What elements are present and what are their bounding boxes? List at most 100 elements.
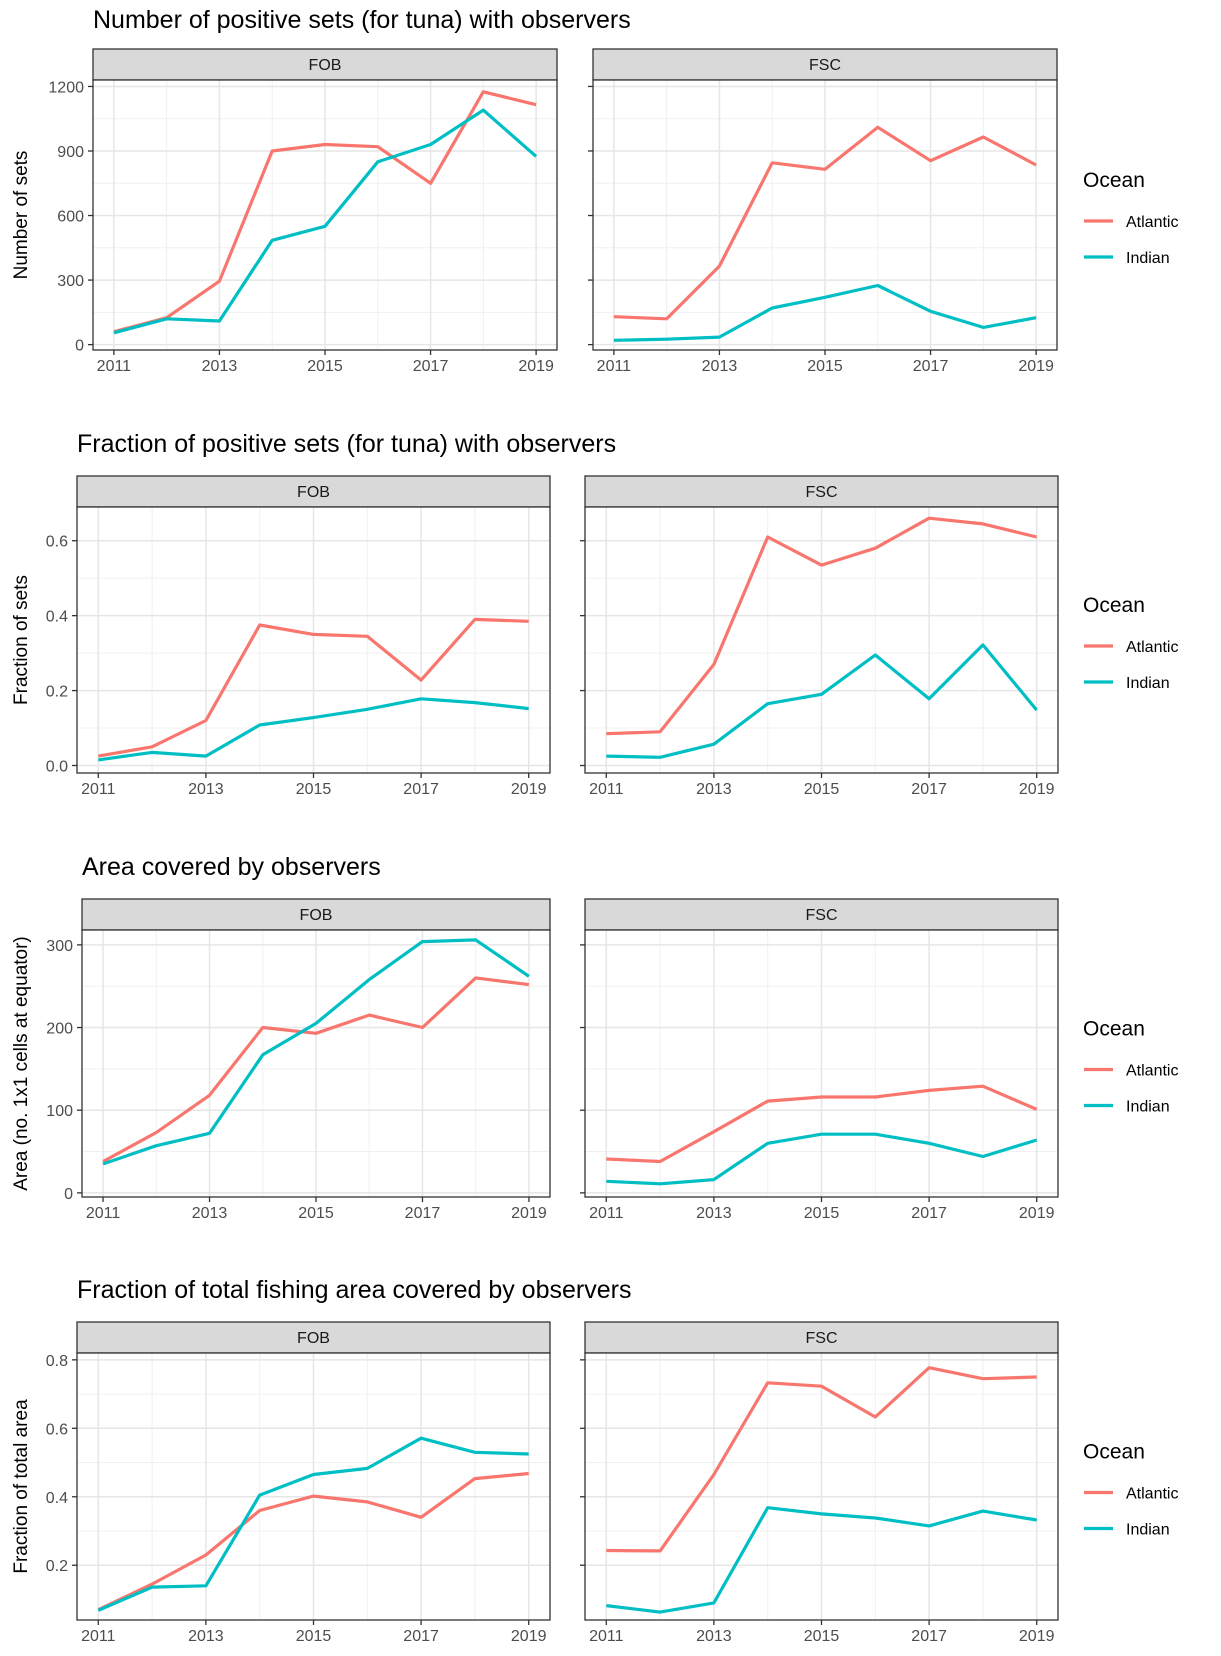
x-tick-label: 2011 bbox=[86, 1205, 121, 1222]
x-tick-label: 2011 bbox=[589, 1205, 624, 1222]
chart-1: Number of positive sets (for tuna) with … bbox=[11, 6, 1178, 375]
panel-fob: FOB 2011 2013 2015 2017 2019 0 300 600 900 1200 bbox=[48, 48, 558, 375]
x-tick-label: 2017 bbox=[913, 358, 949, 375]
facet-strip bbox=[592, 48, 1058, 81]
facet-strip-label: FOB bbox=[309, 57, 342, 74]
facet-strip bbox=[584, 898, 1059, 931]
x-tick-label: 2015 bbox=[804, 1205, 840, 1222]
x-tick-label: 2015 bbox=[298, 1205, 334, 1222]
x-tick-label: 2015 bbox=[296, 1628, 332, 1645]
legend-label: Atlantic bbox=[1126, 1063, 1178, 1080]
y-tick-label: 0.4 bbox=[46, 609, 68, 626]
chart-title: Number of positive sets (for tuna) with … bbox=[93, 6, 631, 34]
y-tick-label: 0 bbox=[75, 338, 84, 355]
chart-2: Fraction of positive sets (for tuna) wit… bbox=[11, 430, 1178, 798]
x-tick-label: 2013 bbox=[696, 1628, 732, 1645]
x-tick-label: 2013 bbox=[202, 358, 238, 375]
series-line-indian bbox=[98, 697, 529, 762]
y-tick-label: 1200 bbox=[48, 79, 84, 96]
y-axis-label: Fraction of total area bbox=[11, 1399, 32, 1574]
y-axis-label: Area (no. 1x1 cells at equator) bbox=[11, 936, 32, 1191]
series-line-atlantic bbox=[102, 976, 530, 1163]
legend: Ocean Atlantic Indian bbox=[1083, 1441, 1178, 1539]
x-tick-label: 2013 bbox=[188, 1628, 224, 1645]
facet-strip-label: FSC bbox=[809, 57, 841, 74]
chart-title: Area covered by observers bbox=[82, 853, 381, 881]
series-line-atlantic bbox=[97, 1471, 529, 1612]
y-tick-label: 0.0 bbox=[46, 759, 68, 776]
x-tick-label: 2019 bbox=[518, 358, 554, 375]
x-tick-label: 2015 bbox=[296, 781, 332, 798]
legend-label: Indian bbox=[1126, 250, 1170, 267]
series-line-atlantic bbox=[613, 125, 1037, 321]
series-line-indian bbox=[606, 1132, 1038, 1186]
chart-4: Fraction of total fishing area covered b… bbox=[11, 1276, 1178, 1645]
panel-fsc: FSC 2011 2013 2015 2017 2019 bbox=[580, 475, 1059, 798]
series-line-indian bbox=[102, 938, 530, 1166]
facet-strip bbox=[584, 1321, 1059, 1354]
x-tick-label: 2017 bbox=[413, 358, 449, 375]
chart-3: Area covered by observers FOB 2011 2013 2015… bbox=[11, 853, 1178, 1222]
y-axis-label: Number of sets bbox=[11, 151, 32, 280]
panel-fob: FOB 2011 2013 2015 2017 2019 0.0 0.2 0.4 0.6 bbox=[46, 475, 551, 798]
legend-title: Ocean bbox=[1083, 1018, 1145, 1041]
legend-label: Indian bbox=[1126, 1522, 1170, 1539]
series-line-atlantic bbox=[98, 617, 529, 758]
y-tick-label: 300 bbox=[57, 273, 84, 290]
facet-strip bbox=[81, 898, 551, 931]
x-tick-label: 2017 bbox=[403, 781, 439, 798]
legend-label: Atlantic bbox=[1126, 639, 1178, 656]
x-tick-label: 2017 bbox=[403, 1628, 439, 1645]
facet-strip-label: FOB bbox=[297, 1330, 330, 1347]
facet-strip-label: FOB bbox=[297, 484, 330, 501]
facet-strip-label: FSC bbox=[806, 484, 838, 501]
x-tick-label: 2019 bbox=[511, 1205, 547, 1222]
series-line-atlantic bbox=[606, 1084, 1038, 1164]
legend-label: Indian bbox=[1126, 1099, 1170, 1116]
x-tick-label: 2013 bbox=[696, 781, 732, 798]
facet-strip-label: FOB bbox=[300, 907, 333, 924]
x-tick-label: 2015 bbox=[804, 781, 840, 798]
legend: Ocean Atlantic Indian bbox=[1083, 594, 1178, 692]
y-tick-label: 0.4 bbox=[46, 1490, 68, 1507]
panel-fsc: FSC 2011 2013 2015 2017 2019 bbox=[580, 1321, 1059, 1645]
series-line-indian bbox=[606, 643, 1038, 759]
x-tick-label: 2019 bbox=[1019, 1205, 1055, 1222]
panel-fsc: FSC 2011 2013 2015 2017 2019 bbox=[580, 898, 1059, 1222]
x-tick-label: 2017 bbox=[911, 1205, 947, 1222]
chart-title: Fraction of positive sets (for tuna) wit… bbox=[77, 430, 616, 458]
panel-fob: FOB 2011 2013 2015 2017 2019 0.2 0.4 0.6 0.8 bbox=[46, 1321, 551, 1645]
y-tick-label: 0.6 bbox=[46, 534, 68, 551]
x-tick-label: 2011 bbox=[81, 781, 116, 798]
x-tick-label: 2017 bbox=[911, 781, 947, 798]
legend-label: Atlantic bbox=[1126, 214, 1178, 231]
x-tick-label: 2017 bbox=[911, 1628, 947, 1645]
panel-fob: FOB 2011 2013 2015 2017 2019 0 100 200 300 bbox=[46, 898, 551, 1222]
y-tick-label: 0.2 bbox=[46, 684, 68, 701]
x-tick-label: 2019 bbox=[1019, 781, 1055, 798]
x-tick-label: 2015 bbox=[807, 358, 843, 375]
series-line-atlantic bbox=[606, 516, 1038, 736]
y-tick-label: 900 bbox=[57, 144, 84, 161]
legend-label: Atlantic bbox=[1126, 1486, 1178, 1503]
x-tick-label: 2013 bbox=[702, 358, 738, 375]
y-tick-label: 300 bbox=[46, 938, 73, 955]
panel-fsc: FSC 2011 2013 2015 2017 2019 bbox=[588, 48, 1058, 375]
series-line-indian bbox=[113, 108, 538, 335]
y-tick-label: 0.2 bbox=[46, 1558, 68, 1575]
chart-title: Fraction of total fishing area covered b… bbox=[77, 1276, 631, 1304]
x-tick-label: 2019 bbox=[511, 781, 547, 798]
legend-title: Ocean bbox=[1083, 1441, 1145, 1464]
x-tick-label: 2011 bbox=[589, 781, 624, 798]
series-line-indian bbox=[97, 1436, 529, 1612]
y-tick-label: 0 bbox=[64, 1186, 73, 1203]
facet-strip bbox=[92, 48, 558, 81]
x-tick-label: 2019 bbox=[1019, 1628, 1055, 1645]
legend-label: Indian bbox=[1126, 675, 1170, 692]
x-tick-label: 2019 bbox=[1018, 358, 1054, 375]
legend: Ocean Atlantic Indian bbox=[1083, 1018, 1178, 1116]
x-tick-label: 2013 bbox=[188, 781, 224, 798]
x-tick-label: 2015 bbox=[804, 1628, 840, 1645]
legend-title: Ocean bbox=[1083, 169, 1145, 192]
